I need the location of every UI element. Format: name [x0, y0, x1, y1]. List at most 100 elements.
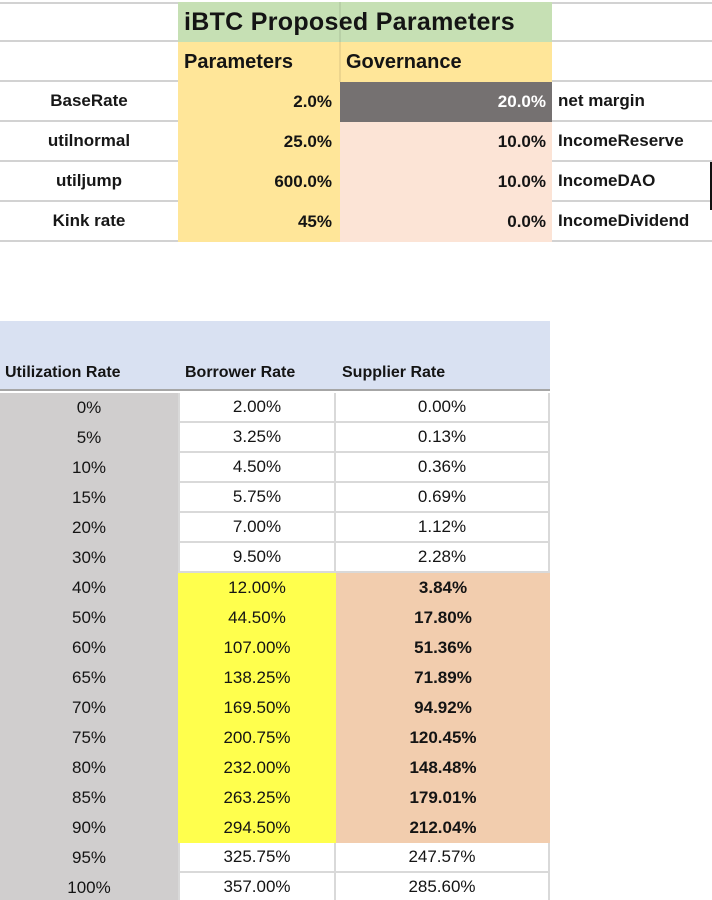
utilization-cell[interactable]: 10% — [0, 453, 178, 483]
utilization-cell[interactable]: 85% — [0, 783, 178, 813]
supplier-rate-cell[interactable]: 148.48% — [336, 753, 550, 783]
borrower-rate-cell[interactable]: 263.25% — [178, 783, 336, 813]
supplier-rate-cell[interactable]: 0.13% — [336, 423, 550, 453]
borrower-rate-cell[interactable]: 4.50% — [178, 453, 336, 483]
utilization-cell[interactable]: 95% — [0, 843, 178, 873]
rate-row: 10% 4.50% 0.36% — [0, 453, 550, 483]
borrower-rate-cell[interactable]: 5.75% — [178, 483, 336, 513]
supplier-rate-cell[interactable]: 1.12% — [336, 513, 550, 543]
utilization-cell[interactable]: 40% — [0, 573, 178, 603]
borrower-rate-cell[interactable]: 9.50% — [178, 543, 336, 573]
row-label-utilnormal[interactable]: utilnormal — [0, 122, 178, 162]
borrower-rate-cell[interactable]: 294.50% — [178, 813, 336, 843]
utilization-cell[interactable]: 60% — [0, 633, 178, 663]
borrower-rate-cell[interactable]: 200.75% — [178, 723, 336, 753]
rate-row: 100% 357.00% 285.60% — [0, 873, 550, 900]
borrower-rate-cell[interactable]: 3.25% — [178, 423, 336, 453]
supplier-rate-cell[interactable]: 120.45% — [336, 723, 550, 753]
selection-border — [710, 162, 712, 210]
kinkrate-parameters-cell[interactable]: 45% — [178, 202, 340, 242]
supplier-rate-cell[interactable]: 94.92% — [336, 693, 550, 723]
borrower-rate-cell[interactable]: 7.00% — [178, 513, 336, 543]
utilization-cell[interactable]: 5% — [0, 423, 178, 453]
rate-row: 5% 3.25% 0.13% — [0, 423, 550, 453]
utiljump-parameters-cell[interactable]: 600.0% — [178, 162, 340, 202]
utilization-cell[interactable]: 80% — [0, 753, 178, 783]
row-label-baserate[interactable]: BaseRate — [0, 82, 178, 122]
governance-label-incomedividend[interactable]: IncomeDividend — [552, 202, 712, 242]
governance-label-incomereserve[interactable]: IncomeReserve — [552, 122, 712, 162]
borrower-rate-cell[interactable]: 138.25% — [178, 663, 336, 693]
borrower-rate-cell[interactable]: 325.75% — [178, 843, 336, 873]
utilization-cell[interactable]: 20% — [0, 513, 178, 543]
empty-cell[interactable] — [552, 2, 712, 42]
supplier-rate-cell[interactable]: 2.28% — [336, 543, 550, 573]
rate-row: 60% 107.00% 51.36% — [0, 633, 550, 663]
utilization-cell[interactable]: 65% — [0, 663, 178, 693]
baserate-parameters-cell[interactable]: 2.0% — [178, 82, 340, 122]
utilization-cell[interactable]: 100% — [0, 873, 178, 900]
rate-rows: 0% 2.00% 0.00% 5% 3.25% 0.13% 10% 4.50% 0.36% 15%… — [0, 393, 550, 900]
rate-row: 40% 12.00% 3.84% — [0, 573, 550, 603]
utilization-cell[interactable]: 15% — [0, 483, 178, 513]
rate-row: 50% 44.50% 17.80% — [0, 603, 550, 633]
supplier-rate-cell[interactable]: 247.57% — [336, 843, 550, 873]
column-header-governance[interactable]: Governance — [340, 42, 552, 82]
supplier-rate-cell[interactable]: 285.60% — [336, 873, 550, 900]
supplier-rate-cell[interactable]: 212.04% — [336, 813, 550, 843]
column-header-parameters[interactable]: Parameters — [178, 42, 340, 82]
supplier-rate-cell[interactable]: 3.84% — [336, 573, 550, 603]
borrower-rate-cell[interactable]: 44.50% — [178, 603, 336, 633]
rate-row: 95% 325.75% 247.57% — [0, 843, 550, 873]
utilization-cell[interactable]: 50% — [0, 603, 178, 633]
borrower-rate-cell[interactable]: 357.00% — [178, 873, 336, 900]
empty-cell[interactable] — [0, 42, 178, 82]
rate-row: 85% 263.25% 179.01% — [0, 783, 550, 813]
header-supplier-rate[interactable]: Supplier Rate — [342, 364, 446, 381]
utilization-cell[interactable]: 90% — [0, 813, 178, 843]
borrower-rate-cell[interactable]: 232.00% — [178, 753, 336, 783]
utilization-cell[interactable]: 75% — [0, 723, 178, 753]
table-title[interactable]: iBTC Proposed Parameters — [178, 2, 552, 42]
governance-label-net-margin[interactable]: net margin — [552, 82, 712, 122]
supplier-rate-cell[interactable]: 179.01% — [336, 783, 550, 813]
rate-row: 20% 7.00% 1.12% — [0, 513, 550, 543]
supplier-rate-cell[interactable]: 0.00% — [336, 393, 550, 423]
borrower-rate-cell[interactable]: 169.50% — [178, 693, 336, 723]
row-label-utiljump[interactable]: utiljump — [0, 162, 178, 202]
utilization-cell[interactable]: 70% — [0, 693, 178, 723]
row-label-kink-rate[interactable]: Kink rate — [0, 202, 178, 242]
supplier-rate-cell[interactable]: 51.36% — [336, 633, 550, 663]
supplier-rate-cell[interactable]: 0.69% — [336, 483, 550, 513]
supplier-rate-cell[interactable]: 0.36% — [336, 453, 550, 483]
utiljump-governance-cell[interactable]: 10.0% — [340, 162, 552, 202]
empty-cell[interactable] — [0, 2, 178, 42]
rate-table-header-row: Utilization Rate Borrower Rate Supplier … — [0, 359, 550, 387]
rate-row: 70% 169.50% 94.92% — [0, 693, 550, 723]
baserate-governance-cell[interactable]: 20.0% — [340, 82, 552, 122]
kinkrate-governance-cell[interactable]: 0.0% — [340, 202, 552, 242]
utilization-cell[interactable]: 0% — [0, 393, 178, 423]
rate-row: 90% 294.50% 212.04% — [0, 813, 550, 843]
rate-row: 30% 9.50% 2.28% — [0, 543, 550, 573]
supplier-rate-cell[interactable]: 71.89% — [336, 663, 550, 693]
supplier-rate-cell[interactable]: 17.80% — [336, 603, 550, 633]
rate-row: 65% 138.25% 71.89% — [0, 663, 550, 693]
rate-row: 0% 2.00% 0.00% — [0, 393, 550, 423]
header-borrower-rate[interactable]: Borrower Rate — [185, 364, 296, 381]
utilnormal-parameters-cell[interactable]: 25.0% — [178, 122, 340, 162]
utilnormal-governance-cell[interactable]: 10.0% — [340, 122, 552, 162]
borrower-rate-cell[interactable]: 107.00% — [178, 633, 336, 663]
governance-label-incomedao[interactable]: IncomeDAO — [552, 162, 712, 202]
header-utilization-rate[interactable]: Utilization Rate — [5, 364, 121, 381]
rate-table-header-band: Utilization Rate Borrower Rate Supplier … — [0, 321, 550, 391]
rate-row: 75% 200.75% 120.45% — [0, 723, 550, 753]
empty-cell[interactable] — [552, 42, 712, 82]
rate-row: 15% 5.75% 0.69% — [0, 483, 550, 513]
utilization-cell[interactable]: 30% — [0, 543, 178, 573]
borrower-rate-cell[interactable]: 2.00% — [178, 393, 336, 423]
rate-row: 80% 232.00% 148.48% — [0, 753, 550, 783]
parameters-table: iBTC Proposed Parameters Parameters Gove… — [0, 2, 712, 242]
borrower-rate-cell[interactable]: 12.00% — [178, 573, 336, 603]
